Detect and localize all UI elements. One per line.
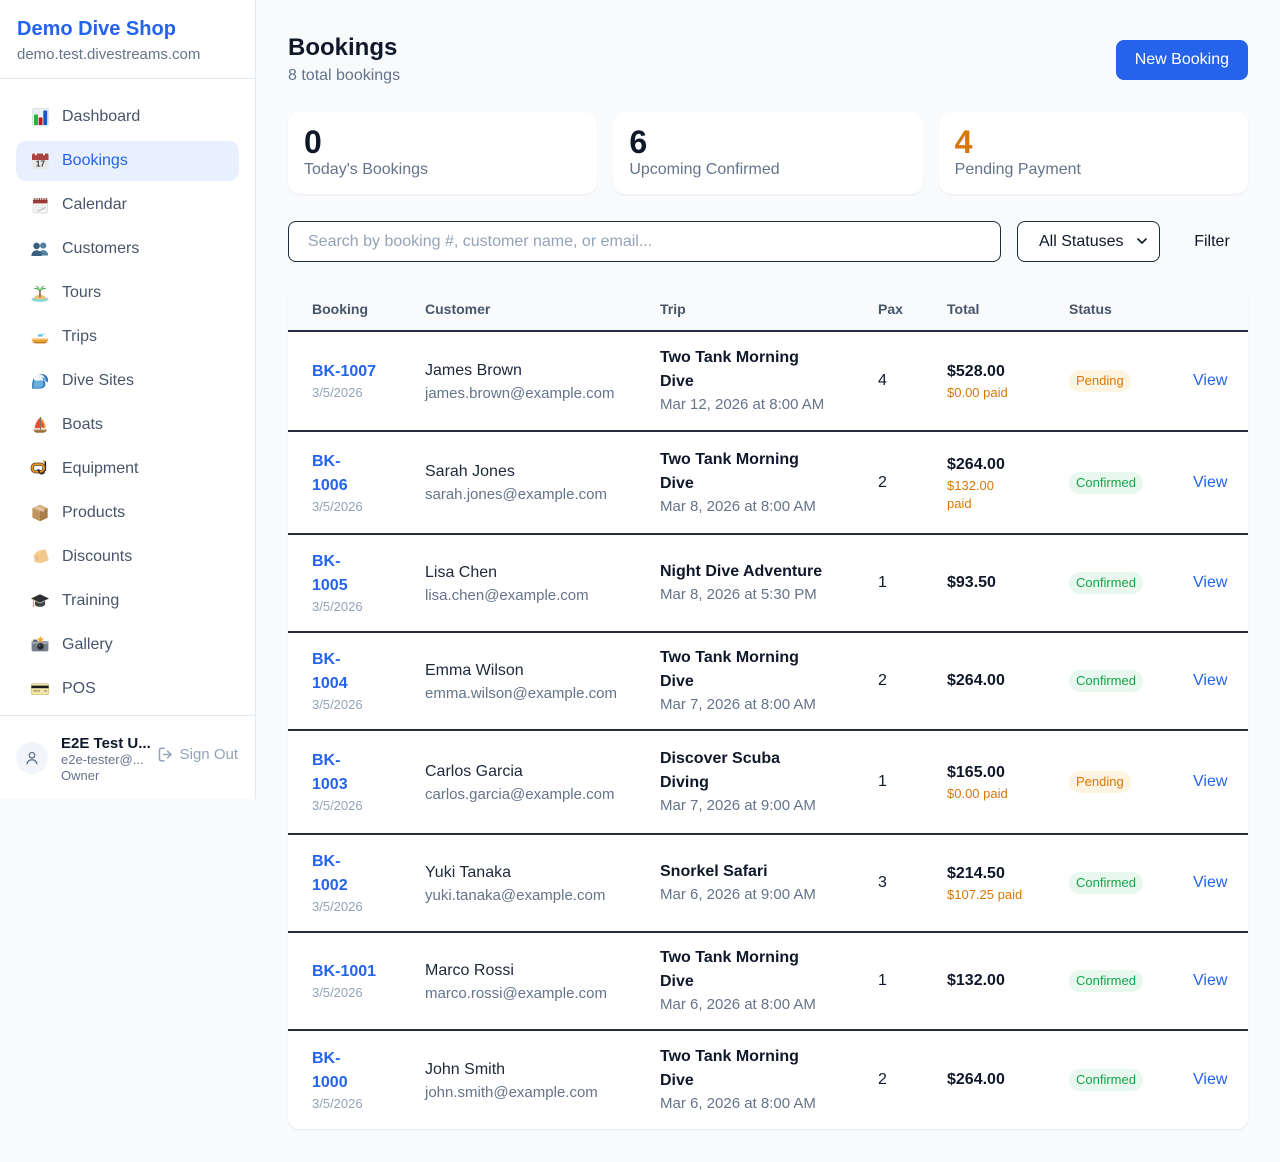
svg-text:17: 17 (36, 159, 46, 169)
